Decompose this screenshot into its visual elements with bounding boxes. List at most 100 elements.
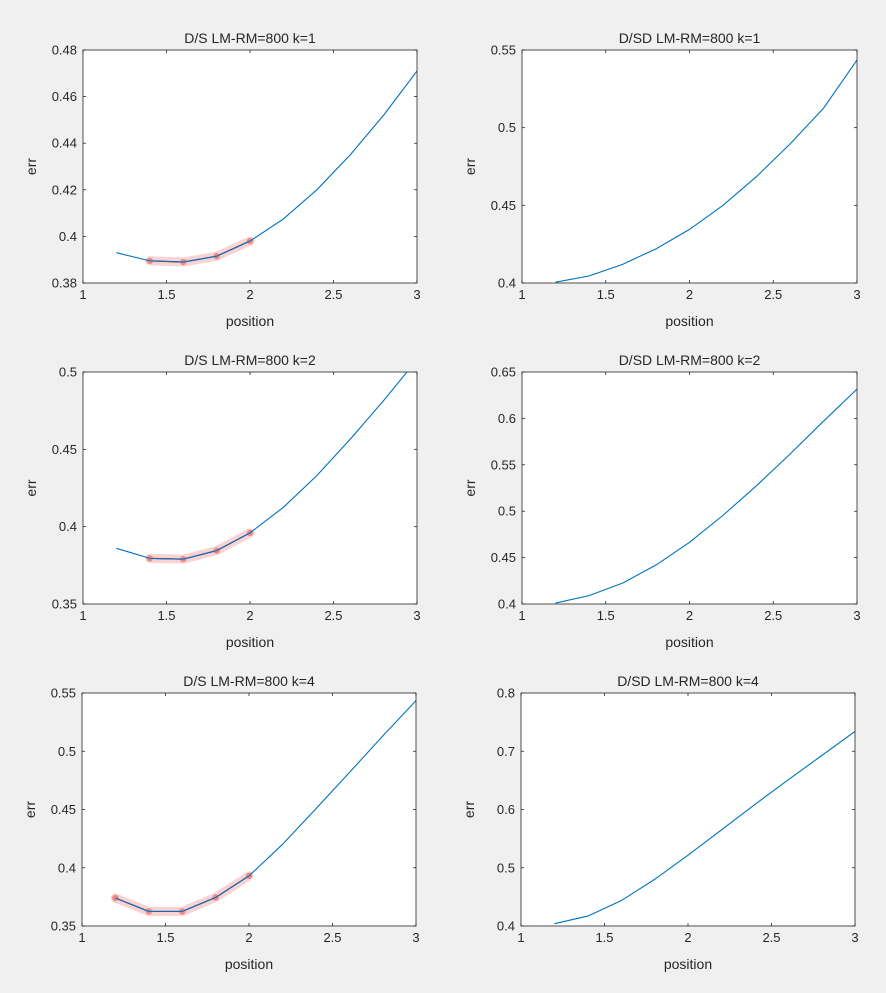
subplot-2: 1 1.5 2 2.5 3 0.4 0.45 0.5 0.55 D/SD LM-RM=800 k=…: [462, 30, 861, 329]
y-tick-label: 0.5: [498, 504, 516, 519]
x-tick-label: 3: [853, 608, 860, 623]
x-tick-label: 2: [684, 930, 691, 945]
axes-background: [522, 50, 857, 283]
x-tick-label: 2.5: [764, 608, 782, 623]
series-line-1: [554, 730, 855, 925]
y-tick-label: 0.65: [491, 365, 516, 380]
y-tick-label: 0.45: [52, 442, 77, 457]
y-tick-label: 0.48: [52, 43, 77, 58]
series-line-1: [555, 59, 857, 283]
y-axis-label: err: [461, 801, 477, 818]
x-tick-label: 3: [413, 608, 420, 623]
y-axis-label: err: [23, 479, 39, 496]
x-tick-label: 1: [79, 608, 86, 623]
plot-title: D/S LM-RM=800 k=1: [184, 30, 316, 46]
y-tick-label: 0.35: [52, 597, 77, 612]
subplot-1: 1 1.5 2 2.5 3 0.38 0.4 0.42 0.44 0.46 0.48 D/S LM-R…: [23, 30, 421, 329]
y-tick-label: 0.55: [491, 457, 516, 472]
x-tick-label: 3: [853, 287, 860, 302]
x-tick-label: 1.5: [157, 287, 175, 302]
axes-background: [82, 693, 416, 926]
y-tick-label: 0.38: [52, 276, 77, 291]
subplot-6: 1 1.5 2 2.5 3 0.4 0.5 0.6 0.7 0.8 D/SD LM-RM=800 k…: [461, 673, 859, 972]
axes-frame: [81, 692, 417, 927]
x-axis-label: position: [226, 313, 274, 329]
x-tick-label: 1: [518, 608, 525, 623]
y-tick-label: 0.5: [498, 120, 516, 135]
x-tick-label: 1: [79, 287, 86, 302]
subplot-4: 1 1.5 2 2.5 3 0.4 0.45 0.5 0.55 0.6 0.65 D/SD LM-RM…: [462, 352, 861, 650]
x-tick-label: 2: [686, 608, 693, 623]
y-tick-label: 0.6: [498, 411, 516, 426]
y-axis-label: err: [462, 479, 478, 496]
x-tick-label: 2: [245, 930, 252, 945]
x-tick-label: 1.5: [156, 930, 174, 945]
x-tick-label: 3: [851, 930, 858, 945]
x-tick-label: 2.5: [323, 930, 341, 945]
y-tick-label: 0.42: [52, 182, 77, 197]
x-tick-label: 2.5: [324, 287, 342, 302]
y-tick-label: 0.5: [497, 860, 515, 875]
axes-frame: [520, 692, 856, 927]
plot-title: D/S LM-RM=800 k=2: [184, 352, 316, 368]
y-tick-label: 0.4: [498, 276, 516, 291]
x-tick-label: 2: [246, 287, 253, 302]
x-axis-label: position: [225, 956, 273, 972]
plot-title: D/SD LM-RM=800 k=4: [617, 673, 759, 689]
y-tick-label: 0.5: [59, 365, 77, 380]
x-tick-label: 1.5: [157, 608, 175, 623]
series-line-1: [116, 372, 408, 560]
y-tick-label: 0.44: [52, 136, 77, 151]
x-tick-label: 1: [517, 930, 524, 945]
axes-frame: [521, 49, 858, 284]
x-tick-label: 2: [686, 287, 693, 302]
y-tick-label: 0.46: [52, 89, 77, 104]
plot-title: D/SD LM-RM=800 k=1: [619, 30, 761, 46]
x-axis-label: position: [664, 956, 712, 972]
y-tick-label: 0.55: [491, 43, 516, 58]
x-tick-label: 1.5: [597, 287, 615, 302]
plot-title: D/SD LM-RM=800 k=2: [619, 352, 761, 368]
x-axis-label: position: [226, 634, 274, 650]
y-tick-label: 0.45: [491, 198, 516, 213]
axes-background: [522, 372, 857, 604]
axes-background: [521, 693, 855, 926]
axes-frame: [82, 371, 418, 605]
y-tick-label: 0.7: [497, 744, 515, 759]
axes-frame: [521, 371, 858, 605]
y-tick-label: 0.8: [497, 686, 515, 701]
x-tick-label: 2.5: [324, 608, 342, 623]
x-tick-label: 2.5: [762, 930, 780, 945]
y-axis-label: err: [23, 158, 39, 175]
x-tick-label: 3: [413, 287, 420, 302]
y-axis-label: err: [462, 158, 478, 175]
y-tick-label: 0.45: [51, 802, 76, 817]
y-tick-label: 0.35: [51, 919, 76, 934]
y-tick-label: 0.4: [497, 919, 515, 934]
y-axis-label: err: [22, 801, 38, 818]
series-line-1: [115, 700, 416, 912]
series-line-1: [116, 70, 417, 263]
y-tick-label: 0.4: [59, 229, 77, 244]
x-axis-label: position: [665, 634, 713, 650]
y-tick-label: 0.4: [59, 519, 77, 534]
x-tick-label: 1: [78, 930, 85, 945]
y-tick-label: 0.5: [58, 744, 76, 759]
y-tick-label: 0.55: [51, 686, 76, 701]
y-tick-label: 0.4: [58, 860, 76, 875]
x-tick-label: 1: [518, 287, 525, 302]
x-tick-label: 1.5: [597, 608, 615, 623]
y-tick-label: 0.6: [497, 802, 515, 817]
x-tick-label: 3: [412, 930, 419, 945]
axes-frame: [82, 49, 418, 284]
y-tick-label: 0.4: [498, 597, 516, 612]
y-tick-label: 0.45: [491, 550, 516, 565]
x-tick-label: 2.5: [764, 287, 782, 302]
x-tick-label: 1.5: [595, 930, 613, 945]
x-axis-label: position: [665, 313, 713, 329]
subplot-3: 1 1.5 2 2.5 3 0.35 0.4 0.45 0.5 D/S LM-RM=800 k=2…: [23, 352, 421, 650]
axes-background: [83, 50, 417, 283]
axes-background: [83, 372, 417, 604]
series-line-1: [555, 388, 857, 604]
